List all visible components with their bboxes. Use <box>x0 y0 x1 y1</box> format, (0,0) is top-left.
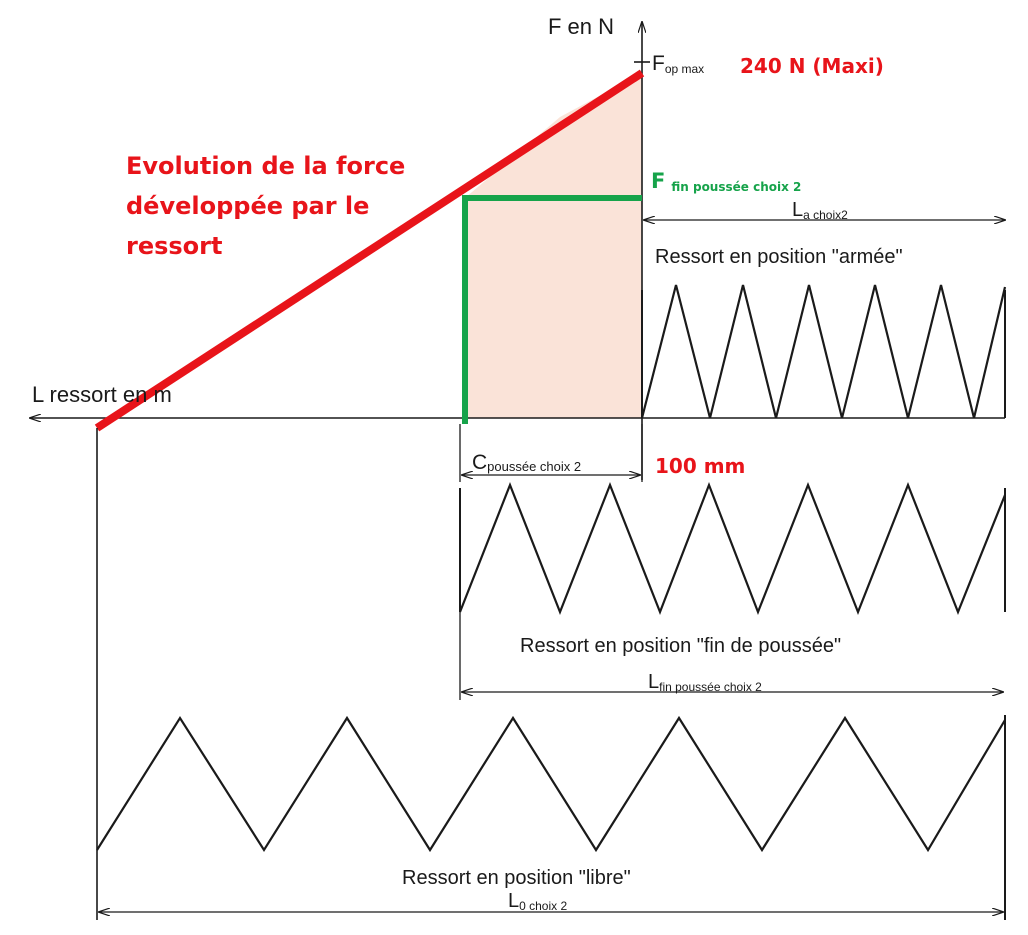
force-max-value: 240 N (Maxi) <box>740 54 884 78</box>
dim-label-free: L0 choix 2 <box>508 890 567 913</box>
curve-label: Evolution de la force développée par le … <box>126 152 414 260</box>
force-max-label: Fop max <box>652 52 704 76</box>
armed-spring-coil <box>642 285 1005 418</box>
stroke-value: 100 mm <box>655 454 745 478</box>
dim-label-endpush: Lfin poussée choix 2 <box>648 671 762 694</box>
caption-free: Ressort en position "libre" <box>402 867 631 889</box>
energy-area <box>465 73 642 418</box>
stroke-label: Cpoussée choix 2 <box>472 451 581 474</box>
caption-armed: Ressort en position "armée" <box>655 246 903 268</box>
caption-endpush: Ressort en position "fin de poussée" <box>520 635 841 657</box>
dim-label-armed: La choix2 <box>792 199 848 222</box>
x-axis-label: L ressort en m <box>32 382 172 407</box>
free-spring-coil <box>97 718 1005 850</box>
endpush-spring-coil <box>460 485 1005 612</box>
y-axis-label: F en N <box>548 14 614 39</box>
